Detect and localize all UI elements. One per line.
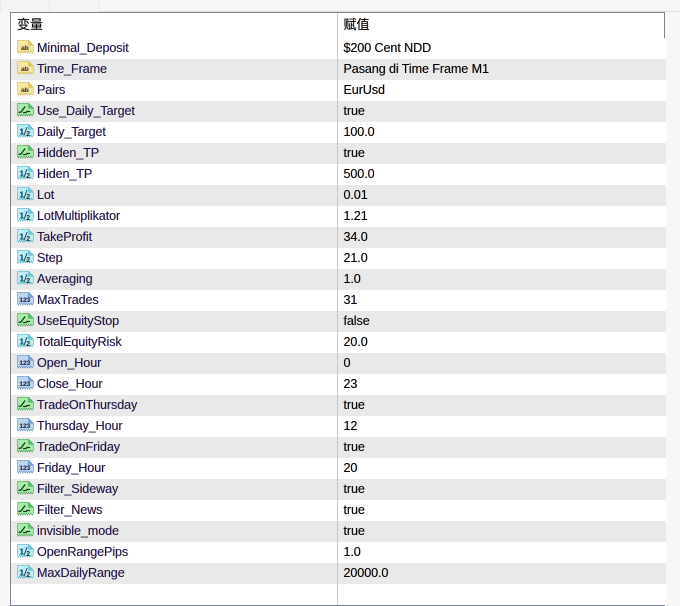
svg-text:2: 2	[26, 551, 30, 558]
svg-text:ab: ab	[21, 45, 29, 52]
svg-text:2: 2	[26, 257, 30, 264]
svg-text:123: 123	[19, 297, 30, 304]
svg-text:ab: ab	[21, 66, 29, 73]
svg-text:123: 123	[19, 465, 30, 472]
svg-text:2: 2	[26, 278, 30, 285]
svg-text:2: 2	[26, 341, 30, 348]
svg-text:ab: ab	[21, 87, 29, 94]
svg-text:2: 2	[26, 572, 30, 579]
svg-text:2: 2	[26, 194, 30, 201]
svg-text:123: 123	[19, 423, 30, 430]
svg-text:123: 123	[19, 360, 30, 367]
svg-text:2: 2	[26, 131, 30, 138]
svg-text:123: 123	[19, 381, 30, 388]
svg-text:2: 2	[26, 215, 30, 222]
svg-text:2: 2	[26, 236, 30, 243]
svg-text:2: 2	[26, 173, 30, 180]
